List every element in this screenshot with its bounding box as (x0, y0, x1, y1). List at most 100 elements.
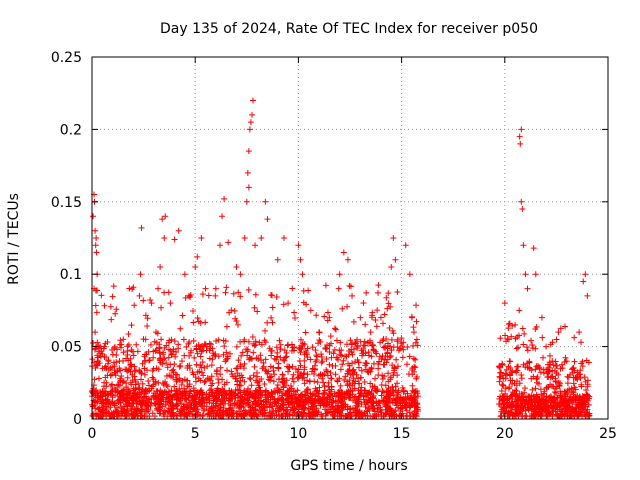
data-point (333, 354, 340, 361)
data-point (344, 380, 351, 387)
data-point (571, 334, 578, 341)
data-point (571, 358, 578, 365)
data-point (322, 282, 329, 289)
data-point (144, 322, 151, 329)
data-point (223, 323, 230, 330)
data-point (384, 349, 391, 356)
data-point (190, 385, 197, 392)
data-point (338, 352, 345, 359)
data-point (213, 337, 220, 344)
data-point (250, 349, 257, 356)
data-point (358, 374, 365, 381)
data-point (165, 289, 172, 296)
data-point (279, 371, 286, 378)
data-point (537, 369, 544, 376)
data-point (580, 278, 587, 285)
data-point (521, 385, 528, 392)
data-point (348, 340, 355, 347)
data-point (204, 363, 211, 370)
data-point (539, 334, 546, 341)
data-point (144, 315, 151, 322)
y-tick-label: 0.15 (51, 195, 82, 211)
data-point (248, 111, 255, 118)
data-point (219, 213, 226, 220)
data-point (247, 376, 254, 383)
data-point (138, 376, 145, 383)
x-tick-label: 5 (191, 426, 200, 442)
data-point (212, 285, 219, 292)
data-point (262, 198, 269, 205)
data-point (171, 236, 178, 243)
data-point (412, 356, 419, 363)
data-point (362, 321, 369, 328)
data-point (165, 354, 172, 361)
data-point (161, 235, 168, 241)
data-point (239, 349, 246, 356)
data-point (289, 344, 296, 351)
data-point (180, 404, 187, 411)
data-point (179, 312, 186, 319)
data-point (302, 329, 309, 336)
data-point (307, 307, 314, 314)
data-point (130, 352, 137, 359)
data-point (289, 285, 296, 292)
data-point (375, 289, 382, 296)
data-point (320, 379, 327, 386)
data-point (389, 384, 396, 391)
data-point (150, 365, 157, 372)
data-point (194, 253, 201, 260)
data-point (164, 364, 171, 371)
data-point (109, 381, 116, 388)
data-point (125, 341, 132, 348)
data-point (92, 302, 99, 309)
data-point (337, 351, 344, 358)
data-point (501, 300, 508, 307)
data-point (538, 314, 545, 321)
data-point (369, 342, 376, 349)
data-point (171, 383, 178, 390)
data-point (223, 356, 230, 363)
data-point (133, 341, 140, 348)
data-point (295, 242, 302, 249)
data-point (331, 390, 338, 397)
data-point (181, 352, 188, 359)
data-point (158, 304, 165, 311)
data-point (305, 287, 312, 294)
data-point (524, 347, 531, 354)
data-point (147, 296, 154, 303)
data-point (275, 364, 282, 371)
data-point (247, 119, 254, 126)
data-point (241, 235, 248, 241)
data-point (551, 388, 558, 395)
data-point (350, 318, 357, 325)
data-point (190, 337, 197, 344)
data-point (111, 363, 118, 370)
data-point (136, 292, 143, 299)
data-point (243, 198, 250, 205)
data-point (89, 403, 96, 410)
data-point (215, 379, 222, 386)
data-point (234, 321, 241, 328)
data-point (388, 336, 395, 343)
data-point (194, 350, 201, 357)
data-point (495, 400, 502, 407)
data-point (125, 330, 132, 337)
data-point (269, 304, 276, 311)
data-point (289, 375, 296, 382)
data-point (349, 292, 356, 299)
data-point (386, 325, 393, 332)
data-point (294, 387, 301, 394)
data-point (138, 224, 145, 231)
data-point (306, 378, 313, 385)
data-point (519, 206, 526, 213)
data-point (209, 356, 216, 363)
data-point (355, 394, 362, 401)
data-point (334, 378, 341, 385)
data-point (231, 307, 238, 314)
data-point (215, 336, 222, 343)
data-point (276, 337, 283, 344)
data-point (173, 412, 180, 419)
data-point (331, 346, 338, 353)
data-point (316, 329, 323, 336)
data-point (398, 335, 405, 342)
